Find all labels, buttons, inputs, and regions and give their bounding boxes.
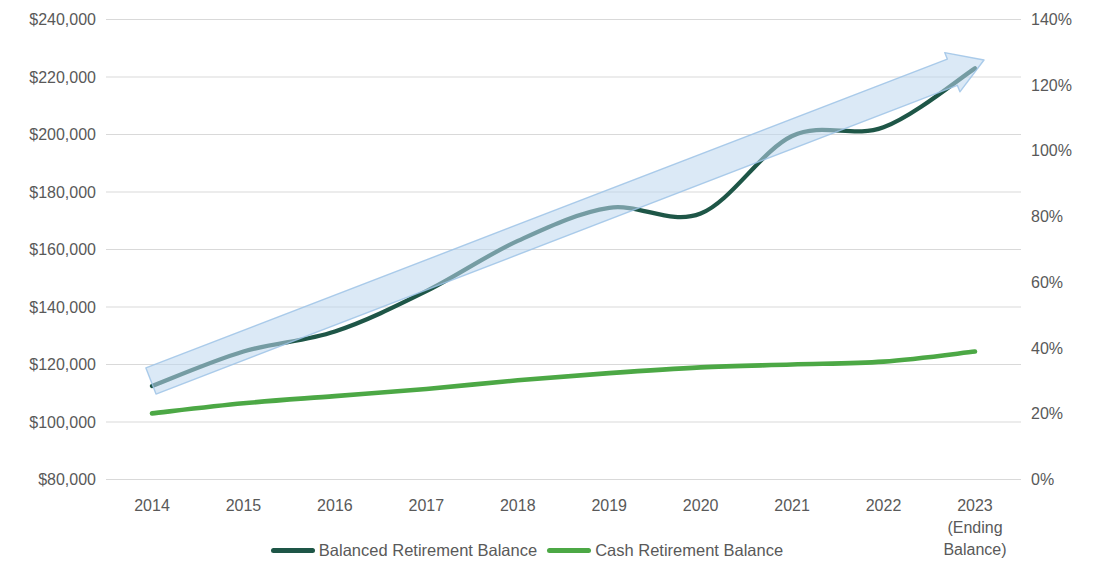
cash-line <box>152 352 975 414</box>
x-axis-tick-label: 2018 <box>500 497 536 514</box>
x-axis-tick-label: 2023 <box>957 497 993 514</box>
chart-page: $80,000 $100,000 $120,000 $140,000 $160,000 $… <box>0 0 1094 578</box>
right-axis-tick-label: 40% <box>1031 340 1063 357</box>
left-axis-tick-label: $140,000 <box>29 299 96 316</box>
legend-label-cash: Cash Retirement Balance <box>595 541 783 560</box>
x-axis-tick-label: 2022 <box>866 497 902 514</box>
right-axis-tick-label: 60% <box>1031 274 1063 291</box>
right-axis-tick-label: 80% <box>1031 208 1063 225</box>
x-axis-tick-label: 2021 <box>774 497 810 514</box>
right-axis-tick-label: 100% <box>1031 142 1072 159</box>
right-axis-tick-label: 20% <box>1031 405 1063 422</box>
legend-label-balanced: Balanced Retirement Balance <box>319 541 537 560</box>
x-axis-tick-label: 2014 <box>134 497 170 514</box>
left-axis-tick-label: $240,000 <box>29 11 96 28</box>
x-axis-tick-label: 2017 <box>409 497 445 514</box>
chart-legend: Balanced Retirement Balance Cash Retirem… <box>0 540 1094 560</box>
balanced-line-swatch-icon <box>271 548 315 553</box>
chart-canvas: $80,000 $100,000 $120,000 $140,000 $160,000 $… <box>0 0 1094 578</box>
left-axis-tick-label: $180,000 <box>29 184 96 201</box>
x-axis-tick-label: (Ending <box>947 519 1002 536</box>
x-axis-tick-label: 2020 <box>683 497 719 514</box>
left-axis-tick-label: $220,000 <box>29 69 96 86</box>
right-axis-tick-label: 140% <box>1031 11 1072 28</box>
x-axis-tick-label: 2015 <box>226 497 262 514</box>
right-axis-tick-label: 120% <box>1031 77 1072 94</box>
x-axis-tick-label: 2016 <box>317 497 353 514</box>
legend-item-balanced: Balanced Retirement Balance <box>271 541 537 560</box>
left-axis-tick-label: $100,000 <box>29 414 96 431</box>
retirement-balance-chart: $80,000 $100,000 $120,000 $140,000 $160,000 $… <box>0 0 1094 578</box>
cash-line-swatch-icon <box>547 548 591 553</box>
growth-trend-arrow-icon <box>146 53 984 395</box>
left-axis-tick-label: $200,000 <box>29 126 96 143</box>
left-axis-tick-label: $120,000 <box>29 356 96 373</box>
left-axis-tick-label: $80,000 <box>38 471 96 488</box>
left-axis-tick-label: $160,000 <box>29 241 96 258</box>
legend-item-cash: Cash Retirement Balance <box>547 541 783 560</box>
right-axis-tick-label: 0% <box>1031 471 1054 488</box>
x-axis-tick-label: 2019 <box>591 497 627 514</box>
